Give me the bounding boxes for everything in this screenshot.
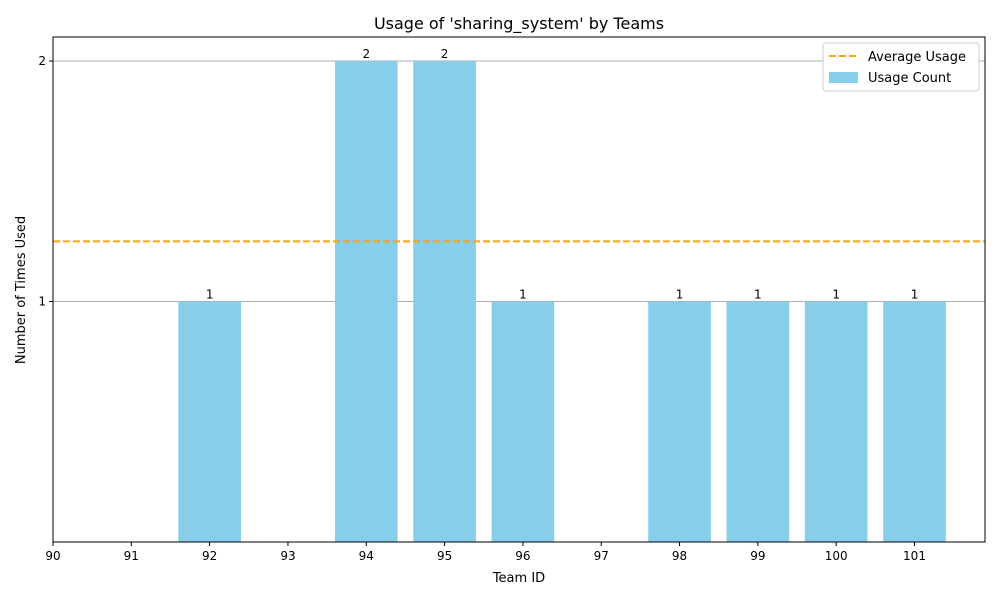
x-tick-label: 90 — [45, 549, 60, 563]
bar-team-95 — [413, 61, 476, 543]
bar-team-100 — [804, 301, 868, 542]
legend: Average Usage Usage Count — [822, 42, 980, 92]
x-axis-label: Team ID — [492, 571, 545, 586]
x-tick-label: 94 — [359, 549, 374, 563]
bar-value-label: 1 — [832, 288, 840, 302]
bar-team-92 — [178, 301, 241, 542]
bar-value-label: 1 — [754, 288, 762, 302]
y-tick-label: 2 — [38, 54, 46, 68]
x-tick-label: 92 — [202, 549, 217, 563]
bar-team-98 — [648, 301, 711, 542]
x-tick-label: 101 — [903, 549, 926, 563]
x-tick-label: 95 — [437, 549, 452, 563]
bar-team-99 — [726, 301, 790, 542]
bar-team-96 — [491, 301, 555, 542]
bar-value-label: 2 — [441, 47, 449, 61]
legend-average-label: Average Usage — [868, 50, 966, 65]
x-tick-label: 97 — [594, 549, 609, 563]
bar-team-101 — [883, 301, 946, 542]
plot-frame — [52, 36, 986, 543]
bar-value-label: 1 — [519, 288, 527, 302]
x-tick-label: 100 — [825, 549, 848, 563]
y-tick-label: 1 — [38, 295, 46, 309]
x-axis-ticks: 90 91 92 93 94 95 96 97 98 99 100 101 — [45, 542, 926, 563]
bar-team-94 — [334, 61, 398, 543]
bar-value-label: 1 — [206, 288, 214, 302]
x-tick-label: 99 — [750, 549, 765, 563]
y-grid — [53, 60, 985, 303]
bar-value-label: 1 — [911, 288, 919, 302]
bar-labels: 1 2 2 1 1 1 1 1 — [206, 47, 919, 301]
legend-usage-key — [829, 72, 858, 83]
x-tick-label: 91 — [124, 549, 139, 563]
legend-box — [822, 42, 980, 92]
x-tick-label: 96 — [515, 549, 530, 563]
x-tick-label: 98 — [672, 549, 687, 563]
bar-value-label: 2 — [362, 47, 370, 61]
x-tick-label: 93 — [280, 549, 295, 563]
bar-value-label: 1 — [676, 288, 684, 302]
y-axis-label: Number of Times Used — [14, 216, 29, 364]
y-axis-ticks: 12 — [38, 54, 53, 309]
legend-usage-label: Usage Count — [868, 71, 951, 86]
bars — [178, 61, 946, 543]
chart-title: Usage of 'sharing_system' by Teams — [374, 14, 664, 34]
